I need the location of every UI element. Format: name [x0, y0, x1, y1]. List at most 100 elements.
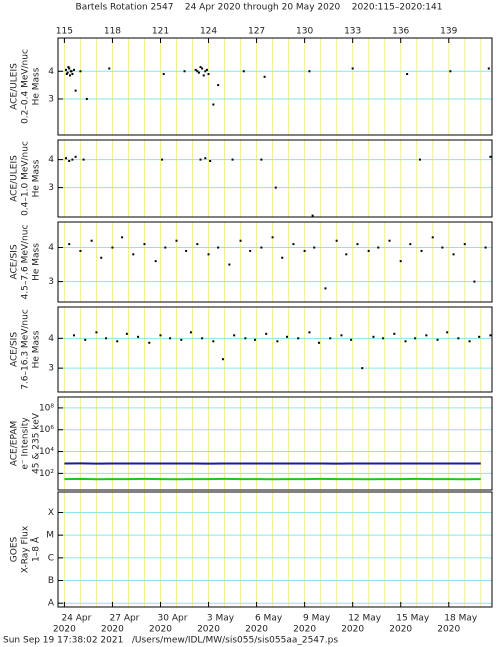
x-tick-year: 2020: [293, 625, 316, 635]
x-tick-year: 2020: [149, 625, 172, 635]
data-point: [260, 246, 263, 249]
data-point: [194, 68, 197, 71]
data-point: [484, 246, 487, 249]
data-point: [159, 334, 162, 337]
y-axis-label: 0.2–0.4 MeV/nuc: [21, 49, 31, 124]
panel-frame: [57, 37, 493, 136]
data-point: [100, 256, 103, 259]
top-x-tick-label: 133: [344, 27, 361, 37]
top-x-tick-label: 124: [200, 27, 217, 37]
panel-frame: [57, 306, 493, 393]
data-point: [154, 260, 157, 263]
data-point: [164, 246, 167, 249]
x-tick-year: 2020: [245, 625, 268, 635]
y-tick-label: 4: [48, 67, 54, 77]
data-point: [308, 70, 311, 73]
data-point: [199, 158, 202, 161]
y-tick-label: 10⁸: [39, 403, 54, 413]
data-point: [205, 68, 208, 71]
footer: Sun Sep 19 17:38:02 2021 /Users/mew/IDL/…: [3, 636, 338, 646]
panel-frame: [57, 139, 493, 218]
data-point: [65, 157, 68, 160]
data-point: [79, 70, 82, 73]
data-point: [351, 67, 354, 70]
data-point: [221, 358, 224, 361]
data-point: [242, 70, 245, 73]
data-point: [350, 338, 353, 341]
data-point: [313, 246, 316, 249]
data-point: [446, 331, 449, 334]
y-axis-label: ACE/SIS: [10, 332, 20, 367]
data-point: [297, 337, 300, 340]
data-point: [329, 337, 332, 340]
y-axis-label: 4.5–7.6 MeV/nuc: [21, 225, 31, 300]
data-point: [233, 334, 236, 337]
x-tick-label: 15 May: [396, 614, 430, 624]
data-point: [121, 236, 124, 239]
data-point: [161, 158, 164, 161]
data-point: [271, 236, 274, 239]
data-point: [449, 70, 452, 73]
data-point: [382, 337, 385, 340]
data-point: [468, 340, 471, 343]
data-point: [68, 243, 71, 246]
y-axis-label: He Mass: [32, 330, 42, 368]
data-point: [202, 74, 205, 77]
data-point: [108, 67, 111, 70]
data-point: [249, 249, 252, 252]
top-x-tick-label: 136: [392, 27, 409, 37]
data-point: [345, 253, 348, 256]
data-point: [436, 338, 439, 341]
y-axis-label: He Mass: [32, 243, 42, 281]
y-tick-label: 10⁶: [39, 425, 54, 435]
y-tick-label: C: [48, 553, 54, 563]
data-point: [199, 66, 202, 69]
data-point: [95, 331, 98, 334]
data-point: [311, 214, 314, 217]
x-tick-label: 24 Apr: [61, 614, 91, 624]
y-axis-label: 7.6–16.3 MeV/nuc: [21, 309, 31, 390]
data-point: [367, 249, 370, 252]
y-axis-label: e⁻ Intensity: [21, 417, 31, 470]
data-point: [79, 249, 82, 252]
y-tick-label: 3: [48, 94, 54, 104]
data-point: [244, 337, 247, 340]
panel: [58, 307, 492, 392]
y-tick-label: M: [46, 531, 54, 541]
data-point: [82, 158, 85, 161]
y-tick-label: 10⁴: [39, 447, 54, 457]
y-axis-label: ACE/ULEIS: [10, 63, 20, 110]
data-point: [66, 71, 69, 74]
data-point: [212, 103, 215, 106]
x-tick-year: 2020: [341, 625, 364, 635]
data-point: [414, 337, 417, 340]
data-point: [148, 341, 151, 344]
y-tick-label: B: [48, 576, 54, 586]
panel: [58, 397, 492, 490]
data-point: [274, 186, 277, 189]
y-axis-label: He Mass: [32, 159, 42, 197]
y-axis-label: 1–8 Å: [30, 536, 42, 562]
y-tick-label: 3: [48, 364, 54, 374]
x-tick-year: 2020: [101, 625, 124, 635]
panel: [58, 38, 492, 135]
data-point: [137, 335, 140, 338]
data-point: [185, 249, 188, 252]
top-x-tick-label: 118: [104, 27, 121, 37]
panel: [58, 140, 492, 217]
y-tick-label: A: [48, 599, 55, 609]
y-tick-label: 3: [48, 277, 54, 287]
y-axis-label: ACE/SIS: [10, 244, 20, 279]
data-point: [335, 239, 338, 242]
data-point: [281, 256, 284, 259]
panel-frame: [57, 491, 493, 608]
panel-frame: [57, 396, 493, 491]
data-point: [404, 340, 407, 343]
y-axis-label: He Mass: [32, 67, 42, 105]
data-point: [175, 239, 178, 242]
data-point: [125, 332, 128, 335]
data-point: [372, 335, 375, 338]
x-tick-label: 3 May: [207, 614, 235, 624]
data-point: [209, 160, 212, 162]
data-point: [204, 157, 207, 160]
